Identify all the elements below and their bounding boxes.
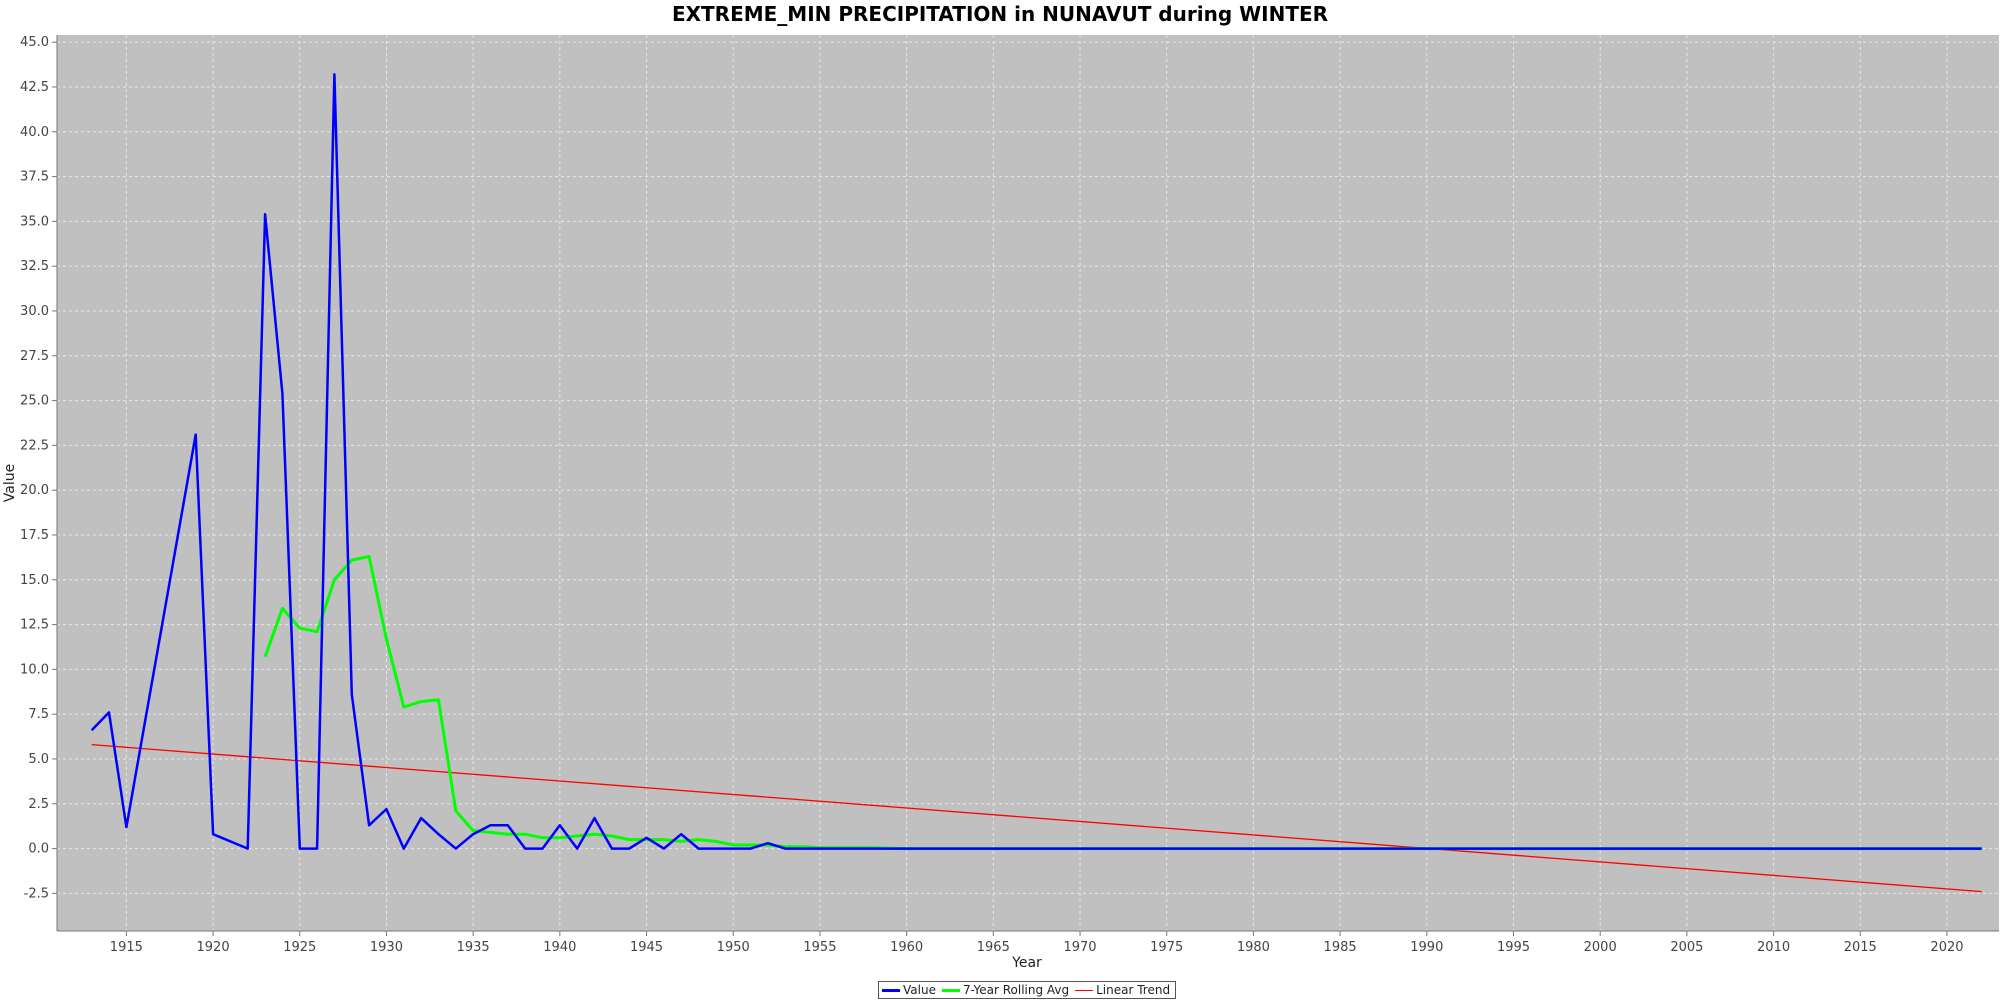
- chart-legend: Value 7-Year Rolling Avg Linear Trend: [878, 981, 1177, 999]
- legend-rolling-avg: 7-Year Rolling Avg: [941, 983, 1070, 997]
- y-tick-label: 20.0: [20, 483, 49, 498]
- x-tick-label: 1935: [457, 940, 490, 955]
- y-tick-label: 37.5: [20, 170, 49, 185]
- x-tick-label: 1980: [1237, 940, 1270, 955]
- y-tick-label: 35.0: [20, 214, 49, 229]
- x-tick-label: 1975: [1150, 940, 1183, 955]
- y-tick-label: 2.5: [28, 797, 49, 812]
- y-tick-label: 0.0: [28, 842, 49, 857]
- y-tick-label: 40.0: [20, 125, 49, 140]
- y-tick-label: 22.5: [20, 438, 49, 453]
- x-tick-label: 1930: [370, 940, 403, 955]
- x-tick-label: 1915: [110, 940, 143, 955]
- y-tick-label: 7.5: [28, 707, 49, 722]
- y-tick-label: 45.0: [20, 35, 49, 50]
- x-tick-label: 2020: [1930, 940, 1963, 955]
- legend-linear-trend: Linear Trend: [1075, 983, 1170, 997]
- x-axis-ticks: 1915 1920 1925 1930 1935 1940 1945 1950 1955 1960…: [110, 931, 1964, 955]
- y-tick-label: 12.5: [20, 618, 49, 633]
- y-tick-label: 32.5: [20, 259, 49, 274]
- legend-swatch: [1075, 989, 1094, 991]
- y-tick-label: -2.5: [24, 886, 49, 901]
- y-tick-label: 5.0: [28, 752, 49, 767]
- x-tick-label: 2010: [1757, 940, 1790, 955]
- x-tick-label: 1940: [543, 940, 576, 955]
- x-axis-title: Year: [1011, 955, 1042, 971]
- y-tick-label: 30.0: [20, 304, 49, 319]
- y-tick-label: 10.0: [20, 662, 49, 677]
- x-tick-label: 2015: [1844, 940, 1877, 955]
- y-tick-label: 15.0: [20, 573, 49, 588]
- y-axis-ticks: -2.5 0.0 2.5 5.0 7.5 10.0 12.5 15.0 17.5 20.0 22.5…: [20, 35, 57, 901]
- chart-title: EXTREME_MIN PRECIPITATION in NUNAVUT dur…: [671, 2, 1329, 26]
- x-tick-label: 2005: [1670, 940, 1703, 955]
- legend-label: Value: [903, 983, 936, 997]
- x-tick-label: 1965: [977, 940, 1010, 955]
- x-tick-label: 1995: [1497, 940, 1530, 955]
- y-axis-title: Value: [2, 464, 18, 502]
- y-tick-label: 17.5: [20, 528, 49, 543]
- plot-background: [57, 35, 1999, 931]
- x-tick-label: 1960: [890, 940, 923, 955]
- x-tick-label: 1920: [197, 940, 230, 955]
- axes: [56, 35, 1999, 932]
- x-tick-label: 1990: [1410, 940, 1443, 955]
- legend-swatch: [882, 988, 900, 992]
- x-tick-label: 1925: [283, 940, 316, 955]
- grid-lines: [57, 35, 1999, 931]
- x-tick-label: 2000: [1584, 940, 1617, 955]
- y-tick-label: 27.5: [20, 349, 49, 364]
- value-line: [90, 73, 1982, 850]
- x-tick-label: 1985: [1324, 940, 1357, 955]
- legend-value: Value: [882, 983, 936, 997]
- legend-label: Linear Trend: [1096, 983, 1171, 997]
- y-tick-label: 25.0: [20, 394, 49, 409]
- legend-label: 7-Year Rolling Avg: [962, 983, 1070, 997]
- y-tick-label: 42.5: [20, 80, 49, 95]
- x-tick-label: 1970: [1063, 940, 1096, 955]
- x-tick-label: 1955: [803, 940, 836, 955]
- x-tick-label: 1945: [630, 940, 663, 955]
- linear-trend-line: [91, 743, 1982, 893]
- x-tick-label: 1950: [717, 940, 750, 955]
- series-lines: [90, 73, 1982, 893]
- legend-swatch: [941, 988, 960, 992]
